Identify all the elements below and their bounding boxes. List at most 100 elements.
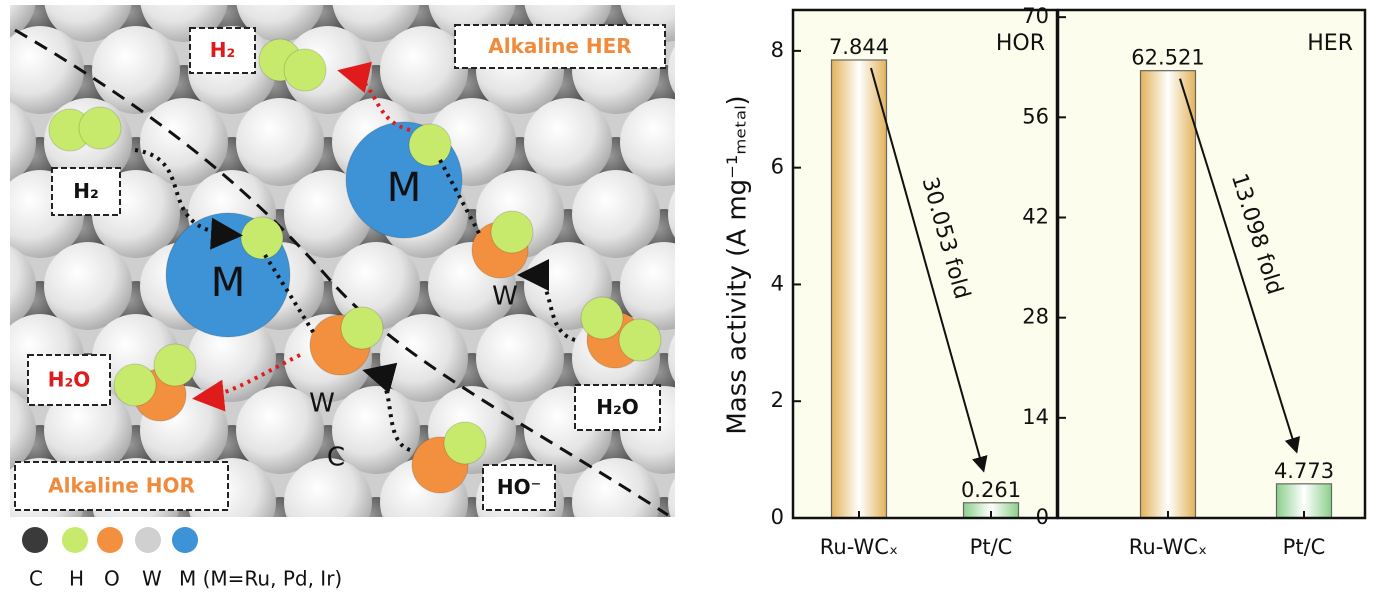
atom-label: M [211,260,246,306]
legend-label: O [104,567,120,591]
legend-label: H [69,567,84,591]
label-box [189,27,256,74]
y-axis-label: Mass activity (A mg⁻¹ₘₑₜₐₗ) [723,95,753,434]
y-tick-label: 4 [771,271,784,295]
atom [340,306,384,350]
label-text: H₂O [596,395,639,419]
y-tick-label: 6 [771,155,784,179]
label-box [14,461,229,511]
divider [14,28,669,517]
tungsten-sphere [10,101,36,183]
chart: 0 2 4 6 8 7.844 Ru-WCₓ 0.261 Pt/C HOR Mass activit… [723,8,1059,559]
atom [113,363,157,407]
bar [1139,70,1197,519]
x-tick-label: Ru-WCₓ [820,535,898,559]
tungsten-sphere [668,478,675,517]
label-box [27,354,111,406]
atom-label: M [387,165,422,211]
legend-label: M (M=Ru, Pd, Ir) [179,567,342,591]
x-tick-label: Ru-WCₓ [1129,535,1207,559]
y-tick-label: 42 [1022,204,1049,228]
tungsten-sphere [236,5,324,42]
x-tick-label: Pt/C [970,535,1013,559]
tungsten-sphere [380,314,468,402]
tungsten-sphere [44,5,132,42]
tungsten-sphere [476,314,564,402]
tungsten-sphere [236,98,324,186]
y-tick-label: 70 [1022,4,1049,28]
tungsten-sphere [10,245,36,327]
chart-title: HER [1307,31,1353,56]
tungsten-sphere [524,98,612,186]
atom [283,48,327,92]
y-tick-label: 8 [771,38,784,62]
atom [580,296,624,340]
label-box [51,167,121,216]
fold-arrow [870,67,988,473]
label-text: H₂O [48,368,91,392]
label-text: H₂ [73,179,99,203]
legend-swatch [22,527,48,553]
illustration-overlay: H₂ Alkaline HER H₂ H₂O H₂O HO⁻ Alkaline HOR M M W… [14,24,669,591]
dotted-path [517,259,576,342]
atom-label: W [309,389,335,419]
bar [830,59,888,519]
value-label: 4.773 [1274,459,1334,483]
tungsten-sphere [92,26,180,114]
tungsten-sphere [10,26,84,114]
y-tick-label: 0 [1036,505,1049,529]
tungsten-sphere [236,386,324,474]
tungsten-sphere [716,0,804,42]
tungsten-sphere [332,5,420,42]
y-tick-label: 28 [1022,305,1049,329]
label-box [574,384,661,431]
atom [490,210,534,254]
tungsten-sphere [668,334,675,382]
atom-label: C [327,443,345,473]
value-label: 0.261 [961,478,1021,502]
legend-swatch [172,527,198,553]
y-tick-label: 56 [1022,104,1049,128]
value-label: 7.844 [829,35,889,59]
y-tick-label: 2 [771,388,784,412]
legend-swatch [135,527,161,553]
tungsten-sphere [44,242,132,330]
y-tick-label: 14 [1022,405,1049,429]
tungsten-sphere [668,46,675,94]
dotted-path [134,148,243,250]
bond-path [263,159,482,337]
legend-swatch [62,527,88,553]
tungsten-sphere [620,98,675,186]
plot-frame [1056,8,1367,520]
atom-label: W [492,282,518,312]
fold-arrow [1179,78,1301,454]
carbon-sphere [685,0,739,47]
label-text: Alkaline HOR [48,474,195,498]
legend-swatch [97,527,123,553]
tungsten-sphere [332,242,420,330]
x-tick-label: Pt/C [1283,535,1326,559]
tungsten-sphere [332,386,420,474]
chart: 0142842567062.521Ru-WCₓ4.773Pt/CHER13.09… [1022,4,1367,559]
tungsten-sphere [140,98,228,186]
tungsten-sphere [10,389,36,471]
atom [78,106,122,150]
atom [443,421,487,465]
tungsten-sphere [44,386,132,474]
atom [240,216,284,260]
label-box [482,464,556,511]
label-box [454,24,666,69]
legend-label: C [29,567,43,591]
legend-label: W [142,567,162,591]
tungsten-sphere [284,458,372,517]
tungsten-sphere [572,170,660,258]
value-label: 62.521 [1131,46,1204,70]
atom [618,318,662,362]
atom [408,123,452,167]
tungsten-sphere [572,458,660,517]
tungsten-sphere [380,26,468,114]
tungsten-sphere [620,242,675,330]
label-text: HO⁻ [497,475,541,499]
